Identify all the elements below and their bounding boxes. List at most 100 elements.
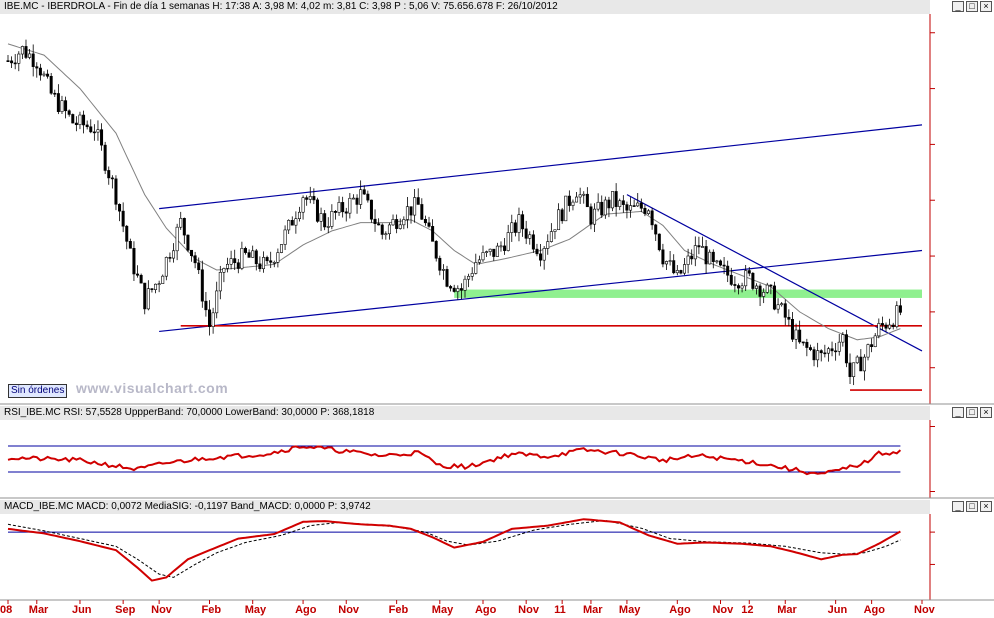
time-tick-label: May: [618, 604, 641, 616]
candle-body: [578, 194, 582, 198]
candle-body: [146, 288, 150, 310]
time-tick-label: Jun: [71, 604, 92, 616]
candle-body: [254, 250, 258, 265]
candle-body: [718, 260, 722, 266]
candle-body: [125, 225, 129, 242]
trend-line: [159, 124, 923, 210]
candle-body: [780, 303, 784, 306]
candle-body: [542, 248, 546, 261]
maximize-icon[interactable]: □: [966, 501, 978, 512]
candle-body: [351, 197, 355, 200]
maximize-icon[interactable]: □: [966, 407, 978, 418]
candle-body: [208, 309, 212, 327]
candle-body: [884, 324, 888, 329]
minimize-icon[interactable]: _: [952, 407, 964, 418]
candle-body: [668, 260, 672, 262]
candle-body: [395, 219, 399, 229]
candle-body: [776, 304, 780, 310]
candle-body: [873, 335, 877, 347]
time-tick-label: Mar: [777, 604, 797, 616]
candle-body: [438, 257, 442, 271]
candle-body: [67, 110, 71, 115]
support-highlight-band: [454, 289, 922, 298]
candle-body: [110, 177, 114, 180]
candle-body: [557, 209, 561, 231]
candle-body: [783, 303, 787, 318]
main-chart-header: IBE.MC - IBERDROLA - Fin de día 1 semana…: [0, 0, 930, 14]
candle-body: [582, 193, 586, 196]
candle-body: [222, 268, 226, 273]
candle-body: [179, 218, 183, 228]
candle-body: [531, 234, 535, 250]
candle-body: [826, 348, 830, 354]
candle-body: [190, 249, 194, 256]
candle-body: [481, 252, 485, 261]
candle-body: [585, 193, 589, 208]
candle-body: [632, 205, 636, 207]
candle-body: [819, 350, 823, 354]
candle-body: [747, 270, 751, 274]
candle-body: [772, 285, 776, 310]
candle-body: [744, 270, 748, 287]
candle-body: [402, 219, 406, 226]
candle-body: [308, 196, 312, 200]
candle-body: [85, 124, 89, 128]
candle-body: [315, 199, 319, 222]
candle-body: [17, 53, 21, 64]
candle-body: [801, 341, 805, 344]
time-tick-label: May: [431, 604, 454, 616]
maximize-icon[interactable]: □: [966, 1, 978, 12]
candle-body: [276, 252, 280, 263]
time-tick-label: Ago: [474, 604, 497, 616]
time-tick-label: Nov: [151, 604, 172, 616]
candle-body: [650, 210, 654, 226]
rsi-window-controls: _ □ ×: [932, 407, 992, 419]
candle-body: [423, 218, 427, 224]
candle-body: [823, 352, 827, 355]
candle-body: [726, 265, 730, 276]
candle-body: [103, 144, 107, 171]
candle-body: [593, 208, 597, 225]
candle-body: [859, 356, 863, 372]
candle-body: [690, 255, 694, 260]
candle-body: [862, 356, 866, 372]
candle-body: [60, 100, 64, 112]
candle-body: [870, 344, 874, 347]
candle-body: [200, 269, 204, 302]
candle-body: [398, 224, 402, 229]
candle-body: [805, 341, 809, 348]
candle-body: [672, 260, 676, 274]
time-tick-label: Jun: [827, 604, 848, 616]
candle-body: [693, 245, 697, 260]
candle-body: [477, 259, 481, 263]
candle-body: [488, 248, 492, 252]
candle-body: [49, 75, 53, 94]
orders-badge[interactable]: Sin órdenes: [8, 384, 68, 398]
candle-body: [729, 274, 733, 285]
candle-body: [10, 60, 14, 64]
candle-body: [625, 204, 629, 211]
close-icon[interactable]: ×: [980, 407, 992, 418]
candle-body: [107, 170, 111, 179]
candle-body: [790, 318, 794, 340]
candle-body: [852, 362, 856, 377]
candle-body: [513, 222, 517, 233]
candle-body: [175, 226, 179, 252]
candle-body: [28, 53, 32, 58]
candle-body: [686, 255, 690, 265]
candle-body: [211, 312, 215, 327]
close-icon[interactable]: ×: [980, 1, 992, 12]
candle-body: [13, 62, 17, 65]
minimize-icon[interactable]: _: [952, 501, 964, 512]
candle-body: [359, 189, 363, 205]
rsi-info: RSI_IBE.MC RSI: 57,5528 UppperBand: 70,0…: [4, 407, 375, 418]
close-icon[interactable]: ×: [980, 501, 992, 512]
candle-body: [510, 222, 514, 233]
candle-body: [647, 210, 651, 214]
minimize-icon[interactable]: _: [952, 1, 964, 12]
candle-body: [679, 270, 683, 274]
candle-body: [711, 251, 715, 262]
candle-body: [844, 334, 848, 364]
candle-body: [798, 329, 802, 343]
